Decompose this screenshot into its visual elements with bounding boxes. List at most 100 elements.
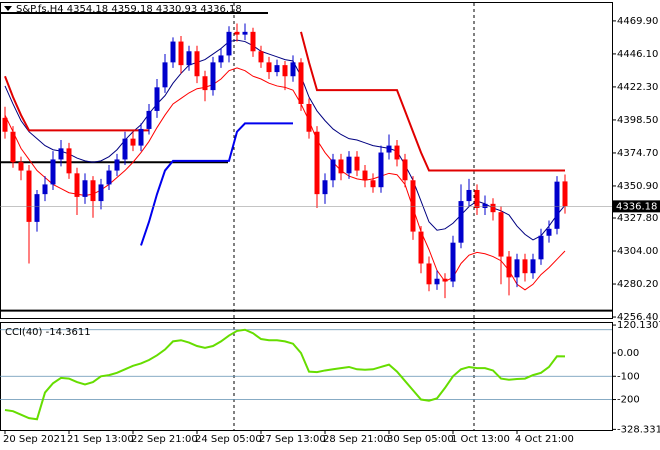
- candle-body: [178, 41, 184, 66]
- candle-body: [290, 62, 296, 77]
- candle-body: [458, 201, 464, 243]
- x-tick-label: 20 Sep 2021: [3, 434, 66, 445]
- symbol: S&P.fs,H4: [16, 4, 64, 15]
- x-tick-label: 21 Sep 13:00: [67, 434, 134, 445]
- x-tick-label: 27 Sep 13:00: [259, 434, 326, 445]
- candle-body: [434, 278, 440, 285]
- candle-body: [202, 76, 208, 91]
- candle-body: [506, 256, 512, 278]
- candle-body: [146, 110, 152, 129]
- y-tick-label: 4469.90: [617, 16, 658, 27]
- candle-body: [282, 65, 288, 77]
- candle-body: [170, 41, 176, 63]
- candle-body: [274, 65, 280, 73]
- candle-body: [42, 184, 48, 195]
- candle-body: [386, 145, 392, 153]
- candle-body: [402, 159, 408, 181]
- candle-body: [426, 263, 432, 285]
- candle-body: [258, 51, 264, 63]
- candle-body: [298, 62, 304, 104]
- y-tick-label: 0.00: [617, 348, 639, 359]
- candle-body: [450, 242, 456, 282]
- close: 4336.18: [200, 4, 241, 15]
- candle-body: [370, 180, 376, 188]
- candle-body: [346, 156, 352, 174]
- cci-header: CCI(40) -14.3611: [5, 327, 91, 338]
- price-box: [613, 200, 660, 213]
- y-tick-label: -100: [617, 371, 640, 382]
- candle-body: [242, 31, 248, 35]
- candle-body: [154, 87, 160, 111]
- candle-body: [58, 148, 64, 160]
- candle-body: [162, 62, 168, 88]
- cci-title: CCI(40): [5, 327, 43, 338]
- candle-body: [562, 181, 568, 207]
- header-arrow: [4, 6, 12, 11]
- candle-body: [338, 159, 344, 174]
- y-tick-label: 4280.20: [617, 279, 658, 290]
- candle-body: [226, 31, 232, 56]
- high: 4359.18: [111, 4, 152, 15]
- candle-body: [378, 152, 384, 188]
- candle-body: [66, 148, 72, 174]
- y-tick-label: -200: [617, 395, 640, 406]
- candle-body: [522, 259, 528, 274]
- candle-body: [474, 189, 480, 209]
- candle-body: [466, 189, 472, 202]
- cci-last: -14.3611: [46, 327, 91, 338]
- candle-body: [210, 62, 216, 91]
- y-tick-label: 4398.50: [617, 115, 658, 126]
- candle-body: [18, 162, 24, 171]
- candle-body: [266, 62, 272, 73]
- candle-body: [130, 138, 136, 146]
- candle-body: [394, 145, 400, 160]
- x-tick-label: 1 Oct 13:00: [451, 434, 510, 445]
- y-tick-label: 4446.10: [617, 49, 658, 60]
- candle-body: [322, 180, 328, 195]
- candle-body: [50, 159, 56, 185]
- x-tick-label: 30 Sep 05:00: [387, 434, 454, 445]
- candle-body: [514, 259, 520, 278]
- candle-body: [538, 235, 544, 260]
- x-tick-label: 4 Oct 21:00: [515, 434, 574, 445]
- indicator-line: [300, 31, 565, 172]
- indicator-line: [140, 122, 293, 246]
- y-tick-label: 4256.40: [617, 312, 658, 323]
- candle-body: [314, 131, 320, 195]
- candle-body: [234, 31, 240, 35]
- candle-body: [330, 159, 336, 181]
- y-tick-label: 4327.80: [617, 213, 658, 224]
- candle-body: [194, 51, 200, 77]
- low: 4330.93: [156, 4, 197, 15]
- candle-body: [74, 173, 80, 197]
- candle-body: [498, 212, 504, 257]
- y-tick-label: 4374.70: [617, 148, 658, 159]
- candle-body: [114, 159, 120, 171]
- main-frame: [0, 2, 613, 319]
- x-tick-label: 22 Sep 21:00: [131, 434, 198, 445]
- candle-body: [10, 131, 16, 163]
- y-tick-label: 120.1307: [617, 320, 660, 331]
- candle-body: [530, 259, 536, 274]
- cci-line: [4, 328, 566, 421]
- candle-body: [82, 180, 88, 197]
- candle-body: [354, 156, 360, 171]
- header: S&P.fs,H4 4354.18 4359.18 4330.93 4336.1…: [16, 4, 242, 15]
- candle-body: [2, 117, 8, 132]
- candle-body: [26, 170, 32, 222]
- candle-body: [410, 180, 416, 232]
- candle-body: [546, 228, 552, 236]
- x-tick-label: 24 Sep 05:00: [195, 434, 262, 445]
- candle-body: [218, 55, 224, 63]
- candle-body: [490, 203, 496, 213]
- candle-body: [122, 138, 128, 160]
- candle-body: [186, 51, 192, 66]
- candle-body: [306, 103, 312, 132]
- candle-body: [362, 170, 368, 181]
- candle-body: [34, 194, 40, 222]
- y-tick-label: 4422.30: [617, 82, 658, 93]
- candle-body: [138, 128, 144, 146]
- y-tick-label: 4350.90: [617, 181, 658, 192]
